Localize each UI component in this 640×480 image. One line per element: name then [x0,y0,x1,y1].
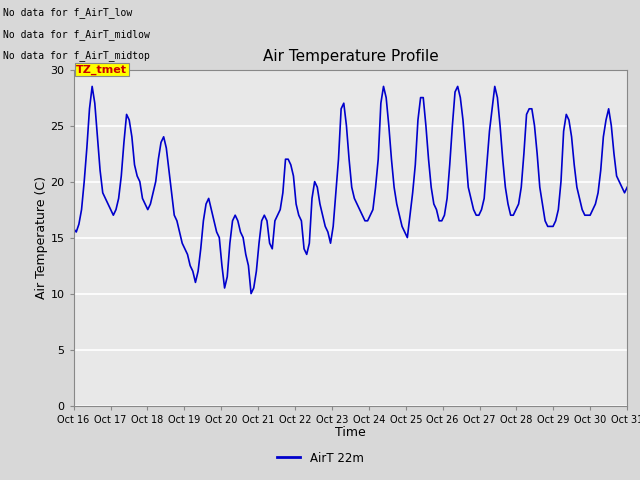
Text: No data for f_AirT_midlow: No data for f_AirT_midlow [3,29,150,40]
Text: TZ_tmet: TZ_tmet [76,64,127,75]
X-axis label: Time: Time [335,426,366,439]
Title: Air Temperature Profile: Air Temperature Profile [262,49,438,64]
Text: No data for f_AirT_midtop: No data for f_AirT_midtop [3,50,150,61]
Y-axis label: Air Temperature (C): Air Temperature (C) [35,176,47,299]
Legend: AirT 22m: AirT 22m [272,447,368,469]
Text: No data for f_AirT_low: No data for f_AirT_low [3,7,132,18]
